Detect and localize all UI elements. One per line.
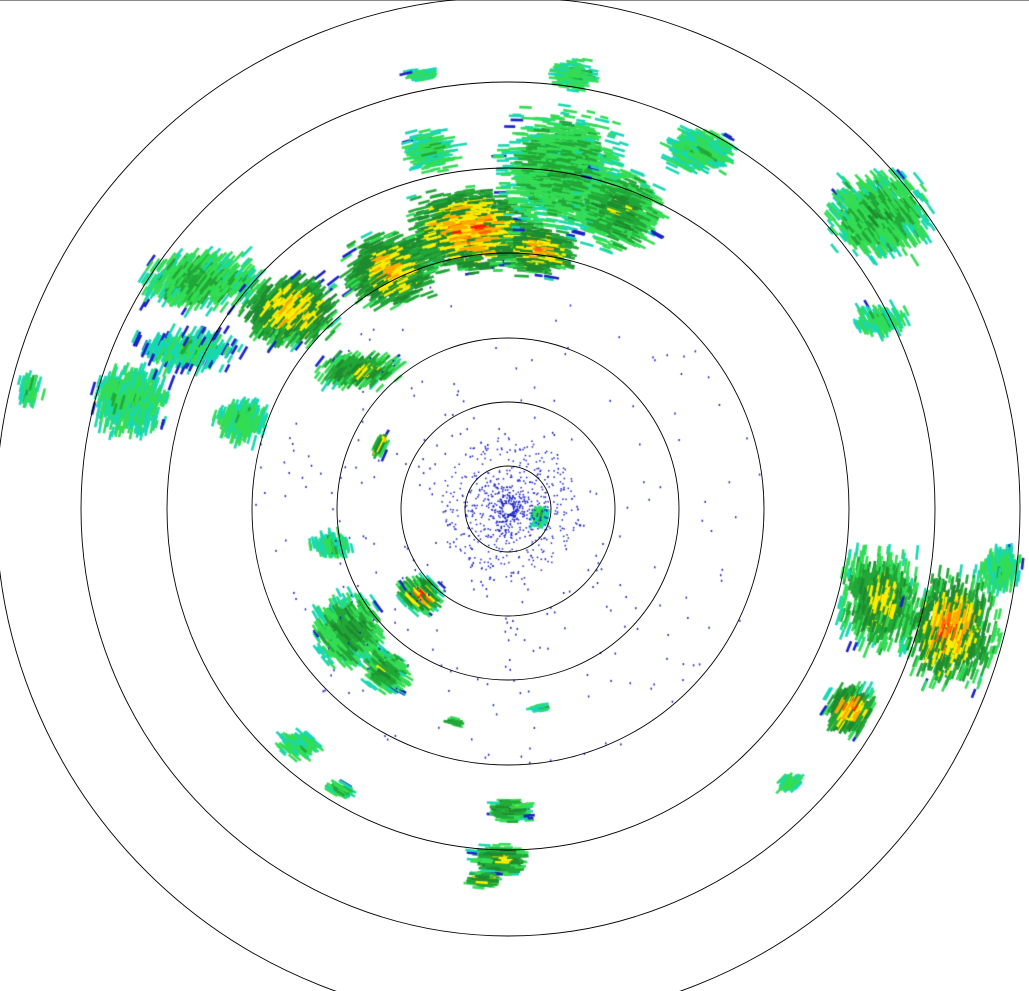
range-ring-2 xyxy=(400,401,616,617)
range-ring-3 xyxy=(336,337,680,681)
range-ring-1 xyxy=(464,465,552,553)
range-ring-6 xyxy=(80,81,936,937)
range-ring-4 xyxy=(251,252,765,766)
range-ring-5 xyxy=(166,167,850,851)
